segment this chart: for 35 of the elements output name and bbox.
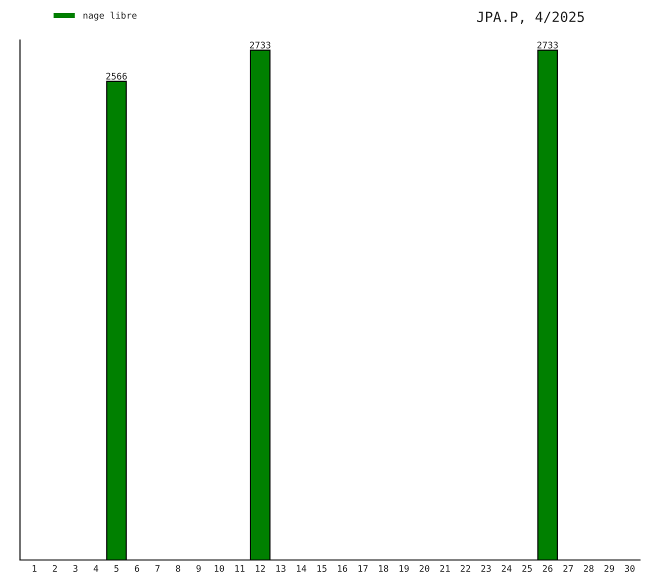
x-tick-label: 28: [584, 565, 594, 572]
x-tick-label: 1: [32, 565, 36, 572]
x-tick-label: 25: [522, 565, 532, 572]
x-tick-label: 15: [317, 565, 326, 572]
x-tick-label: 2: [52, 565, 57, 572]
x-tick-label: 11: [235, 565, 244, 572]
x-tick-label: 5: [114, 565, 118, 572]
x-tick-label: 12: [256, 565, 265, 572]
x-tick-label: 10: [214, 565, 224, 572]
x-tick-label: 20: [420, 565, 430, 572]
legend-label: nage libre: [84, 12, 137, 21]
x-tick-label: 24: [502, 565, 512, 572]
x-tick-label: 22: [460, 565, 470, 572]
data-label: 2566: [106, 72, 127, 80]
x-tick-label: 9: [196, 565, 201, 572]
x-tick-label: 3: [73, 565, 78, 572]
x-tick-label: 16: [338, 565, 348, 572]
x-tick-label: 27: [563, 565, 573, 572]
x-tick-label: 4: [94, 565, 98, 572]
x-tick-label: 21: [440, 565, 450, 572]
x-tick-label: 6: [134, 565, 140, 572]
x-tick-label: 7: [155, 565, 160, 572]
x-tick-label: 26: [542, 565, 552, 572]
x-tick-label: 14: [296, 565, 306, 572]
x-tick-label: 13: [276, 565, 286, 572]
data-label: 2733: [250, 42, 270, 48]
chart-title: JPA.P, 4/2025: [477, 12, 584, 24]
x-tick-label: 30: [624, 565, 635, 572]
x-tick-label: 23: [481, 565, 491, 572]
x-tick-label: 29: [604, 565, 614, 572]
x-tick-label: 8: [176, 565, 180, 572]
data-label: 2733: [537, 42, 558, 48]
x-tick-label: 19: [400, 565, 409, 572]
x-tick-label: 17: [358, 565, 368, 572]
x-tick-label: 18: [379, 565, 388, 572]
